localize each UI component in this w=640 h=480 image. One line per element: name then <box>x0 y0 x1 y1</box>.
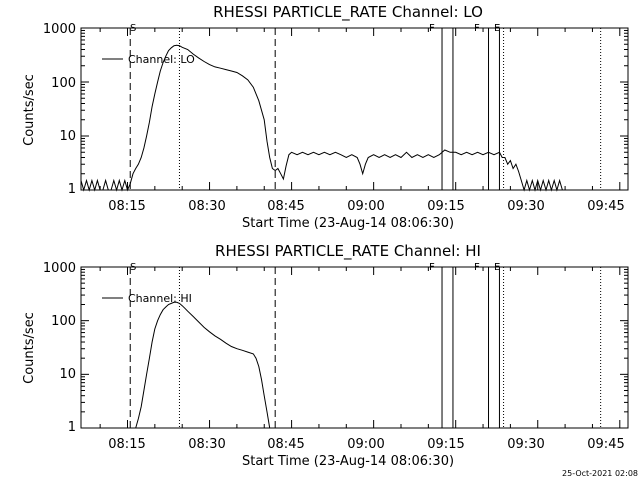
x-tick-labels: 08:15 08:30 08:45 09:00 09:15 09:30 09:4… <box>108 199 624 214</box>
legend-entry: Channel: LO <box>128 53 195 66</box>
x-tick-label: 08:15 <box>108 199 145 214</box>
x-tick-label: 08:45 <box>267 199 304 214</box>
timestamp: 25-Oct-2021 02:08 <box>562 469 638 478</box>
x-tick-label: 08:30 <box>188 437 225 452</box>
x-tick-label: 09:00 <box>347 199 384 214</box>
x-tick-label: 08:45 <box>267 437 304 452</box>
y-tick-label: 1000 <box>43 261 76 276</box>
plot-frame <box>80 27 629 191</box>
y-tick-label: 1 <box>68 182 76 197</box>
panel-lo: RHESSI PARTICLE_RATE Channel: LO Counts/… <box>22 3 629 231</box>
chart-title: RHESSI PARTICLE_RATE Channel: LO <box>213 3 483 22</box>
y-tick-label: 1000 <box>43 22 76 37</box>
y-tick-label: 1 <box>68 420 76 435</box>
legend-entry: Channel: HI <box>128 292 192 305</box>
y-tick-labels: 1000 100 10 1 <box>43 22 76 197</box>
plot-frame <box>80 266 629 429</box>
x-tick-label: 09:45 <box>587 199 624 214</box>
x-tick-label: 09:00 <box>347 437 384 452</box>
chart-title: RHESSI PARTICLE_RATE Channel: HI <box>215 242 481 261</box>
x-tick-label: 09:45 <box>587 437 624 452</box>
panel-hi: RHESSI PARTICLE_RATE Channel: HI Counts/… <box>22 242 629 469</box>
x-tick-labels: 08:15 08:30 08:45 09:00 09:15 09:30 09:4… <box>108 437 624 452</box>
y-axis-label: Counts/sec <box>22 312 37 384</box>
y-tick-label: 10 <box>59 367 76 382</box>
x-tick-label: 08:30 <box>188 199 225 214</box>
y-tick-label: 10 <box>59 129 76 144</box>
x-axis-label: Start Time (23-Aug-14 08:06:30) <box>242 216 454 231</box>
x-tick-label: 09:30 <box>507 199 544 214</box>
y-tick-labels: 1000 100 10 1 <box>43 261 76 435</box>
series-line <box>135 301 271 429</box>
x-tick-label: 08:15 <box>108 437 145 452</box>
y-tick-label: 100 <box>51 314 76 329</box>
y-axis-label: Counts/sec <box>22 74 37 146</box>
x-tick-label: 09:15 <box>427 437 464 452</box>
y-tick-label: 100 <box>51 76 76 91</box>
x-tick-label: 09:30 <box>507 437 544 452</box>
x-axis-label: Start Time (23-Aug-14 08:06:30) <box>242 454 454 469</box>
x-tick-label: 09:15 <box>427 199 464 214</box>
series-line <box>80 44 598 192</box>
